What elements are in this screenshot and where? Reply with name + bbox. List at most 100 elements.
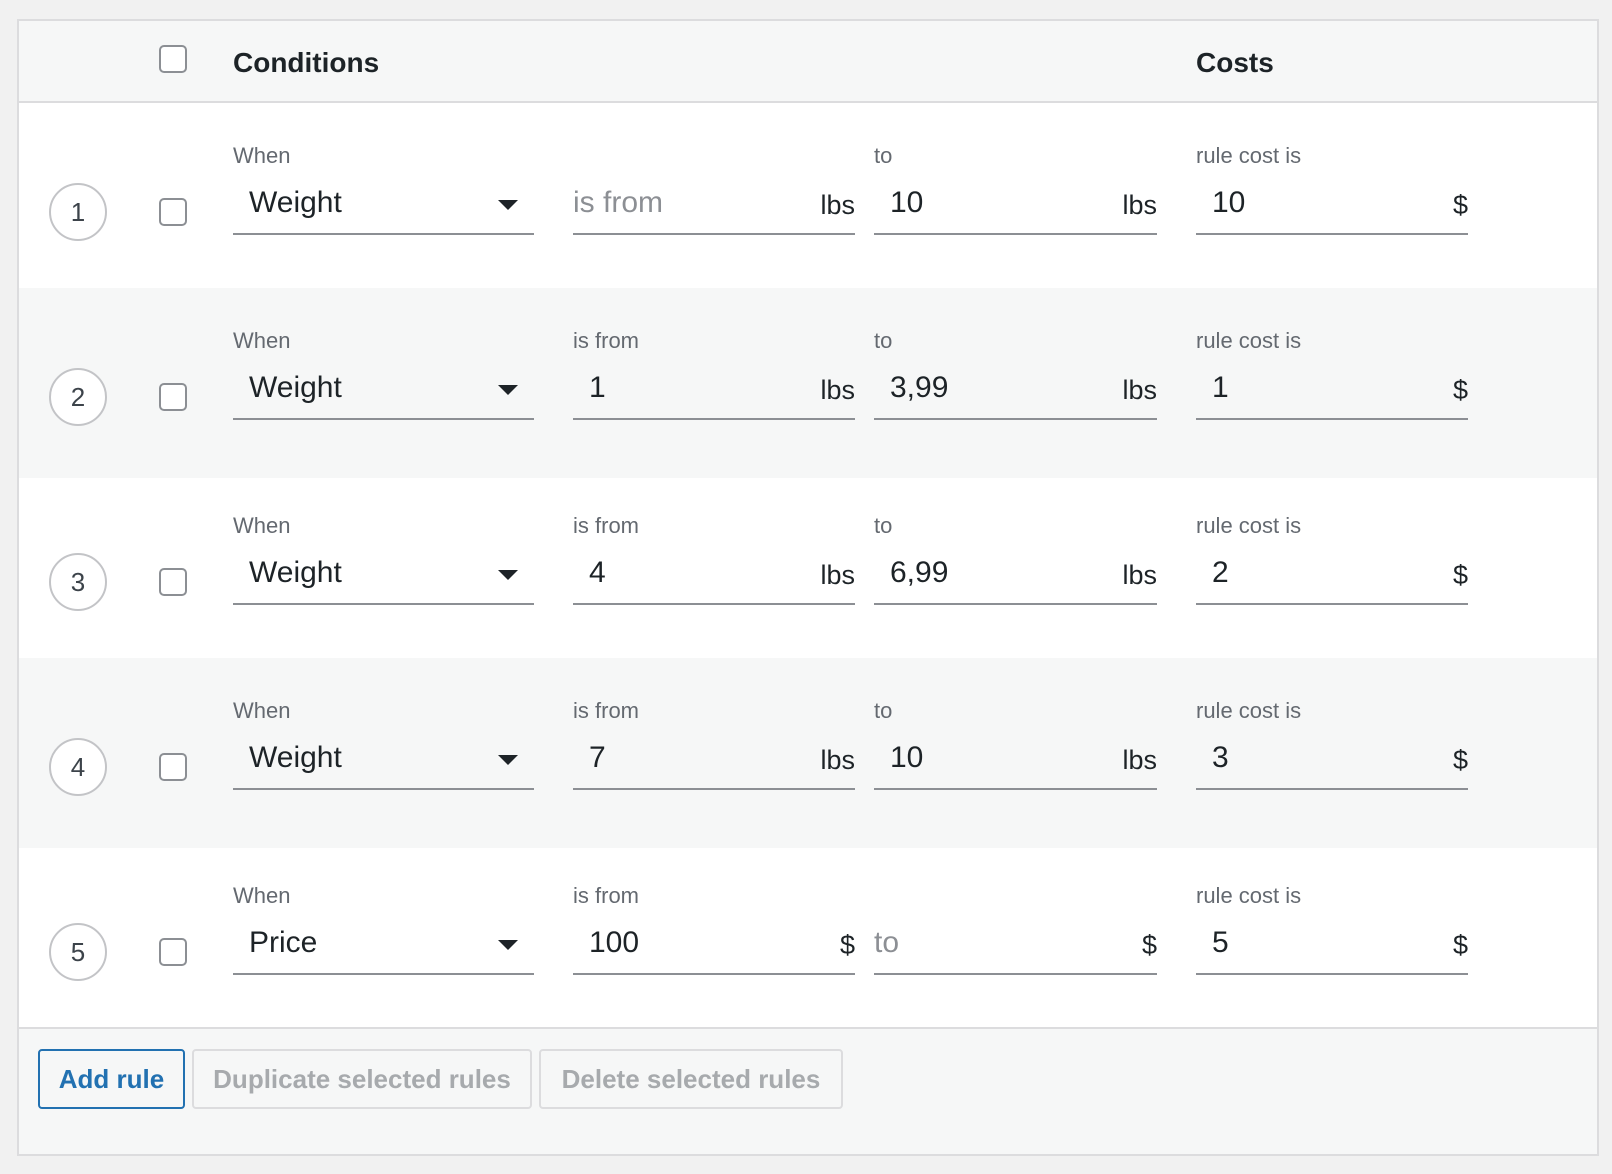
when-label: When <box>233 143 291 168</box>
condition-select-value: Weight <box>249 371 342 404</box>
cost-input-value: 5 <box>1212 926 1229 959</box>
chevron-down-icon <box>498 570 518 580</box>
table-footer: Add rule Duplicate selected rules Delete… <box>19 1027 1597 1154</box>
from-input[interactable]: 1 lbs <box>573 360 855 420</box>
from-label: is from <box>573 883 639 908</box>
to-input-value: 6,99 <box>890 556 949 589</box>
from-label: is from <box>573 698 639 723</box>
chevron-down-icon <box>498 385 518 395</box>
cost-unit: $ <box>1452 560 1468 590</box>
to-input[interactable]: 10 lbs <box>874 175 1157 235</box>
from-unit: lbs <box>820 560 855 590</box>
rule-select-checkbox[interactable] <box>159 938 187 966</box>
shipping-rules-table: Conditions Costs 1 When Weight is from l… <box>17 19 1599 1156</box>
to-label: to <box>874 328 893 353</box>
to-label: to <box>874 698 893 723</box>
rule-select-checkbox[interactable] <box>159 198 187 226</box>
from-input[interactable]: 4 lbs <box>573 545 855 605</box>
cost-input-value: 10 <box>1212 186 1246 219</box>
add-rule-button[interactable]: Add rule <box>38 1049 185 1109</box>
to-input[interactable]: 6,99 lbs <box>874 545 1157 605</box>
from-input-value: 1 <box>589 371 606 404</box>
cost-input-value: 1 <box>1212 371 1229 404</box>
rule-select-checkbox[interactable] <box>159 753 187 781</box>
chevron-down-icon <box>498 200 518 210</box>
from-unit: lbs <box>820 375 855 405</box>
to-input[interactable]: 10 lbs <box>874 730 1157 790</box>
condition-select[interactable]: Weight <box>233 360 534 420</box>
chevron-down-icon <box>498 940 518 950</box>
cost-unit: $ <box>1452 190 1468 220</box>
cost-label: rule cost is <box>1196 328 1302 353</box>
condition-select-value: Weight <box>249 556 342 589</box>
when-label: When <box>233 328 291 353</box>
when-label: When <box>233 883 291 908</box>
from-input-value: 100 <box>589 926 640 959</box>
table-header: Conditions Costs <box>19 21 1597 103</box>
rule-number: 5 <box>49 923 107 981</box>
cost-input[interactable]: 5 $ <box>1196 915 1468 975</box>
cost-input[interactable]: 2 $ <box>1196 545 1468 605</box>
to-unit: lbs <box>1122 560 1157 590</box>
cost-label: rule cost is <box>1196 883 1302 908</box>
from-unit: lbs <box>820 190 855 220</box>
condition-select-value: Weight <box>249 186 342 219</box>
when-label: When <box>233 513 291 538</box>
duplicate-selected-rules-button[interactable]: Duplicate selected rules <box>192 1049 532 1109</box>
cost-label: rule cost is <box>1196 513 1302 538</box>
rule-row: 4 When Weight is from 7 lbs to 10 lbs ru… <box>19 658 1597 848</box>
select-all-checkbox[interactable] <box>159 45 187 73</box>
from-label: is from <box>573 513 639 538</box>
rule-number: 1 <box>49 183 107 241</box>
costs-column-header: Costs <box>1196 47 1274 78</box>
rule-select-checkbox[interactable] <box>159 383 187 411</box>
from-label: is from <box>573 328 639 353</box>
from-input[interactable]: 100 $ <box>573 915 855 975</box>
to-label: to <box>874 143 893 168</box>
to-label: to <box>874 513 893 538</box>
rule-number: 2 <box>49 368 107 426</box>
rule-row: 2 When Weight is from 1 lbs to 3,99 lbs … <box>19 288 1597 478</box>
condition-select[interactable]: Price <box>233 915 534 975</box>
to-unit: lbs <box>1122 375 1157 405</box>
to-unit: $ <box>1141 930 1157 960</box>
cost-unit: $ <box>1452 375 1468 405</box>
from-input[interactable]: is from lbs <box>573 175 855 235</box>
to-input[interactable]: to $ <box>874 915 1157 975</box>
from-input-value: 7 <box>589 741 606 774</box>
cost-unit: $ <box>1452 745 1468 775</box>
to-input-value: 3,99 <box>890 371 949 404</box>
rule-row: 1 When Weight is from lbs to 10 lbs rule… <box>19 103 1597 293</box>
condition-select-value: Weight <box>249 741 342 774</box>
to-input-value: 10 <box>890 186 924 219</box>
cost-input[interactable]: 3 $ <box>1196 730 1468 790</box>
from-input-placeholder: is from <box>573 186 663 219</box>
rule-number: 4 <box>49 738 107 796</box>
condition-select[interactable]: Weight <box>233 730 534 790</box>
cost-input-value: 3 <box>1212 741 1229 774</box>
chevron-down-icon <box>498 755 518 765</box>
to-input-placeholder: to <box>874 926 900 959</box>
to-unit: lbs <box>1122 190 1157 220</box>
conditions-column-header: Conditions <box>233 47 380 78</box>
cost-input[interactable]: 10 $ <box>1196 175 1468 235</box>
condition-select-value: Price <box>249 926 318 959</box>
from-input-value: 4 <box>589 556 606 589</box>
rule-number: 3 <box>49 553 107 611</box>
from-unit: $ <box>839 930 855 960</box>
delete-selected-rules-button[interactable]: Delete selected rules <box>539 1049 843 1109</box>
rule-select-checkbox[interactable] <box>159 568 187 596</box>
condition-select[interactable]: Weight <box>233 545 534 605</box>
condition-select[interactable]: Weight <box>233 175 534 235</box>
cost-input[interactable]: 1 $ <box>1196 360 1468 420</box>
rule-row: 5 When Price is from 100 $ to $ rule cos… <box>19 843 1597 1033</box>
rule-row: 3 When Weight is from 4 lbs to 6,99 lbs … <box>19 473 1597 663</box>
to-input[interactable]: 3,99 lbs <box>874 360 1157 420</box>
from-input[interactable]: 7 lbs <box>573 730 855 790</box>
when-label: When <box>233 698 291 723</box>
to-unit: lbs <box>1122 745 1157 775</box>
to-input-value: 10 <box>890 741 924 774</box>
cost-unit: $ <box>1452 930 1468 960</box>
cost-label: rule cost is <box>1196 698 1302 723</box>
cost-label: rule cost is <box>1196 143 1302 168</box>
